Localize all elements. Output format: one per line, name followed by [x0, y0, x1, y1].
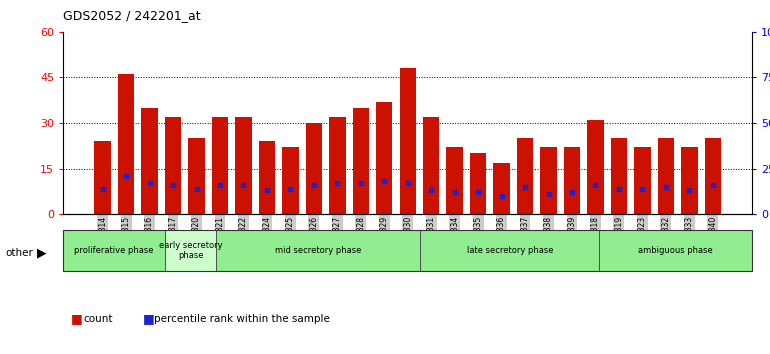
Text: ■: ■	[71, 312, 82, 325]
Bar	[259, 141, 275, 214]
Text: count: count	[83, 314, 112, 324]
Text: other: other	[5, 248, 33, 258]
Bar	[658, 138, 674, 214]
Text: ■: ■	[142, 312, 154, 325]
Bar	[470, 153, 487, 214]
Bar	[599, 230, 752, 271]
Bar	[494, 162, 510, 214]
Bar	[564, 147, 580, 214]
Bar	[420, 230, 599, 271]
Bar	[63, 230, 166, 271]
Bar	[447, 147, 463, 214]
Bar	[165, 117, 181, 214]
Bar	[541, 147, 557, 214]
Bar	[400, 68, 416, 214]
Bar	[611, 138, 627, 214]
Bar	[236, 117, 252, 214]
Bar	[517, 138, 534, 214]
Bar	[329, 117, 346, 214]
Bar	[216, 230, 420, 271]
Bar	[353, 108, 369, 214]
Bar	[166, 230, 216, 271]
Text: mid secretory phase: mid secretory phase	[275, 246, 362, 255]
Bar	[189, 138, 205, 214]
Bar	[681, 147, 698, 214]
Text: percentile rank within the sample: percentile rank within the sample	[154, 314, 330, 324]
Bar	[212, 117, 228, 214]
Text: ambiguous phase: ambiguous phase	[638, 246, 713, 255]
Bar	[376, 102, 393, 214]
Text: early secretory
phase: early secretory phase	[159, 241, 223, 260]
Bar	[634, 147, 651, 214]
Text: GDS2052 / 242201_at: GDS2052 / 242201_at	[63, 9, 201, 22]
Text: late secretory phase: late secretory phase	[467, 246, 553, 255]
Text: ▶: ▶	[37, 247, 46, 259]
Bar	[306, 123, 322, 214]
Text: proliferative phase: proliferative phase	[75, 246, 154, 255]
Bar	[142, 108, 158, 214]
Bar	[118, 74, 134, 214]
Bar	[588, 120, 604, 214]
Bar	[705, 138, 721, 214]
Bar	[282, 147, 299, 214]
Bar	[423, 117, 440, 214]
Bar	[95, 141, 111, 214]
